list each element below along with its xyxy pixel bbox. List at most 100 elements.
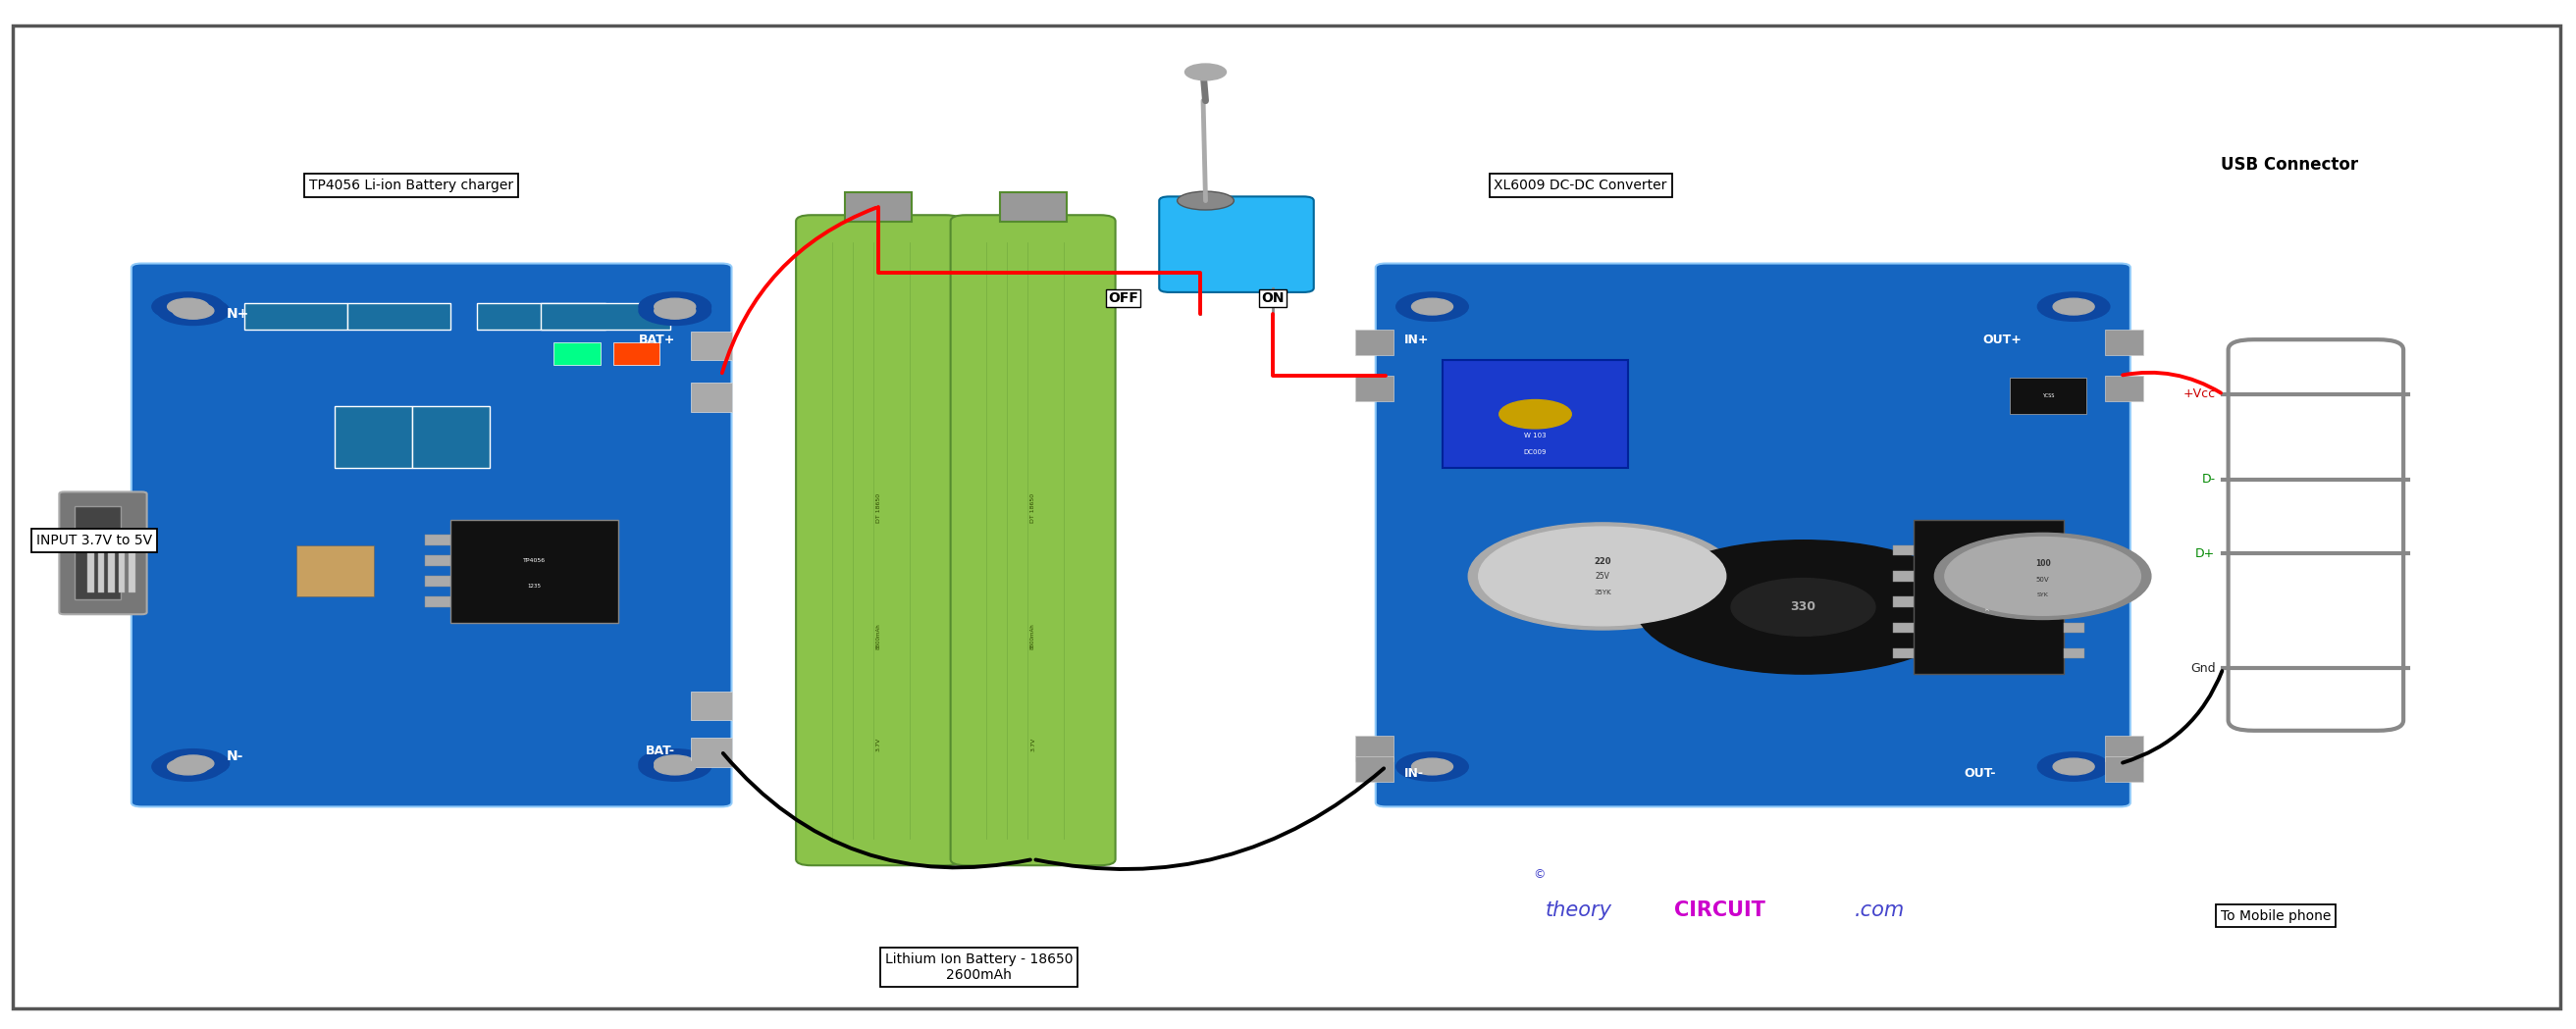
- Circle shape: [1185, 64, 1226, 80]
- Circle shape: [1412, 298, 1453, 315]
- Circle shape: [1412, 758, 1453, 775]
- Text: USB Connector: USB Connector: [2221, 155, 2357, 174]
- Text: 1235: 1235: [528, 584, 541, 589]
- Bar: [2063, 597, 2084, 607]
- Text: DT 18650: DT 18650: [876, 494, 881, 523]
- Text: Gnd: Gnd: [2190, 662, 2215, 675]
- Bar: [412, 406, 489, 468]
- Bar: [335, 406, 412, 468]
- Text: +Vcc: +Vcc: [2182, 388, 2215, 400]
- Bar: [129, 536, 134, 593]
- Text: DT 18650: DT 18650: [1030, 494, 1036, 523]
- Circle shape: [654, 298, 696, 315]
- Circle shape: [152, 752, 224, 781]
- Circle shape: [2053, 758, 2094, 775]
- Text: BAT-: BAT-: [647, 745, 675, 757]
- FancyBboxPatch shape: [796, 215, 961, 865]
- Circle shape: [2038, 292, 2110, 321]
- Circle shape: [1396, 752, 1468, 781]
- Text: D+: D+: [2195, 547, 2215, 560]
- Circle shape: [1468, 523, 1736, 630]
- Text: BAT+: BAT+: [639, 333, 675, 346]
- Circle shape: [167, 758, 209, 775]
- Bar: [425, 535, 451, 545]
- Text: CIRCUIT: CIRCUIT: [1674, 900, 1765, 921]
- Text: IN-: IN-: [1404, 768, 1425, 780]
- FancyBboxPatch shape: [951, 215, 1115, 865]
- Text: IN+: IN+: [1404, 333, 1430, 346]
- FancyBboxPatch shape: [131, 263, 732, 807]
- Bar: [98, 536, 106, 593]
- Text: theory: theory: [1546, 900, 1613, 921]
- Circle shape: [639, 292, 711, 321]
- Bar: [2105, 756, 2143, 782]
- Bar: [1443, 360, 1628, 468]
- Text: 100: 100: [2035, 560, 2050, 568]
- Circle shape: [1945, 537, 2141, 615]
- Circle shape: [654, 303, 696, 319]
- Bar: [2063, 648, 2084, 659]
- Bar: [1355, 736, 1394, 761]
- Bar: [296, 545, 374, 597]
- Text: 8800mAh: 8800mAh: [1030, 623, 1036, 649]
- Text: ©: ©: [1533, 868, 1546, 881]
- Bar: [118, 536, 124, 593]
- Text: To Mobile phone: To Mobile phone: [2221, 909, 2331, 923]
- Circle shape: [157, 296, 229, 325]
- Text: W 103: W 103: [1525, 433, 1546, 438]
- Bar: [554, 343, 600, 365]
- Bar: [2105, 376, 2143, 401]
- Bar: [1893, 571, 1914, 581]
- Circle shape: [1499, 399, 1571, 428]
- FancyBboxPatch shape: [1376, 263, 2130, 807]
- Bar: [1893, 623, 1914, 633]
- Bar: [1914, 520, 2063, 674]
- Text: 25V: 25V: [1595, 572, 1610, 580]
- Circle shape: [654, 758, 696, 775]
- Bar: [541, 304, 670, 329]
- Bar: [2063, 571, 2084, 581]
- Circle shape: [1935, 533, 2151, 619]
- Text: OUT-: OUT-: [1965, 768, 1996, 780]
- Circle shape: [1636, 540, 1971, 674]
- Text: Lithium Ion Battery - 18650
2600mAh: Lithium Ion Battery - 18650 2600mAh: [886, 953, 1072, 982]
- Text: OFF: OFF: [1108, 291, 1139, 306]
- Bar: [2063, 623, 2084, 633]
- Bar: [425, 597, 451, 607]
- Circle shape: [2053, 298, 2094, 315]
- Text: N+: N+: [227, 307, 250, 321]
- Text: 330: 330: [1790, 601, 1816, 613]
- Circle shape: [1731, 578, 1875, 636]
- Text: TP4056 Li-ion Battery charger: TP4056 Li-ion Battery charger: [309, 178, 513, 192]
- Circle shape: [152, 292, 224, 321]
- Circle shape: [173, 755, 214, 772]
- Text: XL6009E1: XL6009E1: [1986, 583, 1991, 610]
- Circle shape: [654, 755, 696, 772]
- Text: N-: N-: [227, 749, 245, 764]
- Bar: [477, 304, 605, 329]
- Bar: [690, 738, 732, 767]
- FancyBboxPatch shape: [59, 492, 147, 614]
- Bar: [2105, 329, 2143, 355]
- Circle shape: [639, 752, 711, 781]
- Bar: [845, 192, 912, 221]
- Text: 3.7V: 3.7V: [1030, 738, 1036, 751]
- Bar: [2063, 545, 2084, 556]
- Bar: [999, 192, 1066, 221]
- Text: TP4056: TP4056: [523, 559, 546, 563]
- Ellipse shape: [1177, 191, 1234, 210]
- Bar: [425, 576, 451, 587]
- Circle shape: [167, 298, 209, 315]
- Text: 3.7V: 3.7V: [876, 738, 881, 751]
- Bar: [613, 343, 659, 365]
- Text: 8800mAh: 8800mAh: [876, 623, 881, 649]
- Text: SYK: SYK: [2038, 593, 2048, 597]
- Bar: [75, 506, 121, 599]
- Circle shape: [1479, 527, 1726, 626]
- Bar: [2009, 378, 2087, 414]
- Text: D-: D-: [2202, 473, 2215, 486]
- Circle shape: [173, 303, 214, 319]
- Bar: [2105, 736, 2143, 761]
- Bar: [1893, 545, 1914, 556]
- Text: 220: 220: [1595, 558, 1610, 566]
